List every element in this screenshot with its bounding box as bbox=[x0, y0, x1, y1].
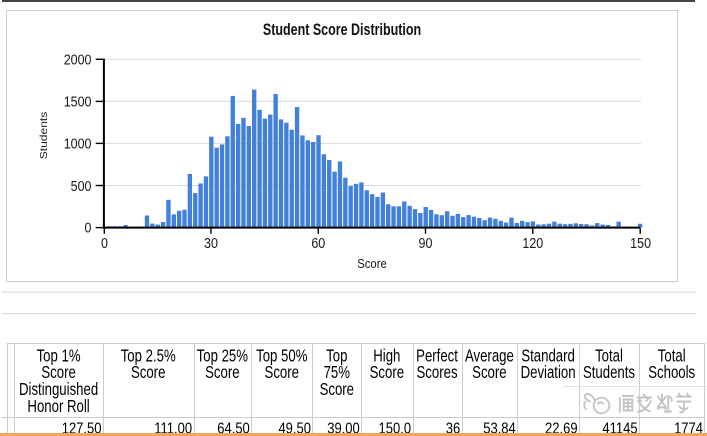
svg-text:1500: 1500 bbox=[64, 94, 92, 110]
svg-text:30: 30 bbox=[204, 235, 218, 251]
svg-text:0: 0 bbox=[85, 220, 92, 236]
svg-text:60: 60 bbox=[311, 235, 325, 251]
svg-text:120: 120 bbox=[522, 235, 543, 251]
svg-text:150: 150 bbox=[630, 235, 651, 251]
svg-text:500: 500 bbox=[71, 178, 92, 194]
svg-text:90: 90 bbox=[419, 235, 433, 251]
svg-text:0: 0 bbox=[101, 235, 108, 251]
svg-text:1000: 1000 bbox=[64, 136, 92, 152]
svg-text:Score: Score bbox=[357, 256, 387, 271]
svg-text:Student Score Distribution: Student Score Distribution bbox=[263, 21, 421, 39]
svg-text:2000: 2000 bbox=[64, 51, 92, 67]
svg-text:Students: Students bbox=[39, 111, 50, 159]
